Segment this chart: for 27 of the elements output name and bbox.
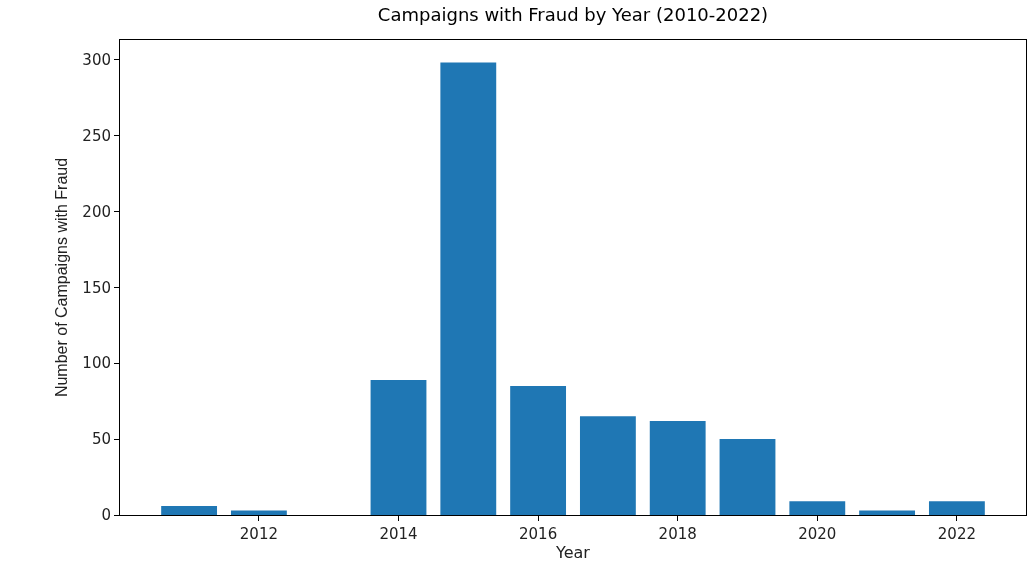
bar [789,501,846,515]
x-axis-title: Year [555,543,591,562]
y-tick-label: 300 [82,50,111,69]
bar [510,385,567,515]
bar [579,416,636,515]
bar [370,379,427,515]
bar [161,505,218,515]
y-tick-label: 0 [101,506,111,525]
x-tick-label: 2012 [239,525,278,543]
bar [649,420,706,515]
y-axis-title: Number of Campaigns with Fraud [53,157,71,398]
y-tick-label: 50 [91,430,111,449]
x-tick-label: 2016 [519,525,558,543]
bar [928,501,985,515]
bar [719,439,776,515]
y-tick-label: 150 [82,278,111,297]
y-tick-label: 100 [82,354,111,373]
bar [440,62,497,515]
bar [230,510,287,515]
x-tick-label: 2020 [798,525,837,543]
y-tick-label: 250 [82,126,111,145]
x-tick-label: 2018 [658,525,697,543]
bar [859,510,916,515]
chart-title: Campaigns with Fraud by Year (2010-2022) [377,4,769,26]
x-tick-label: 2014 [379,525,418,543]
x-tick-label: 2022 [937,525,976,543]
y-tick-label: 200 [82,202,111,221]
